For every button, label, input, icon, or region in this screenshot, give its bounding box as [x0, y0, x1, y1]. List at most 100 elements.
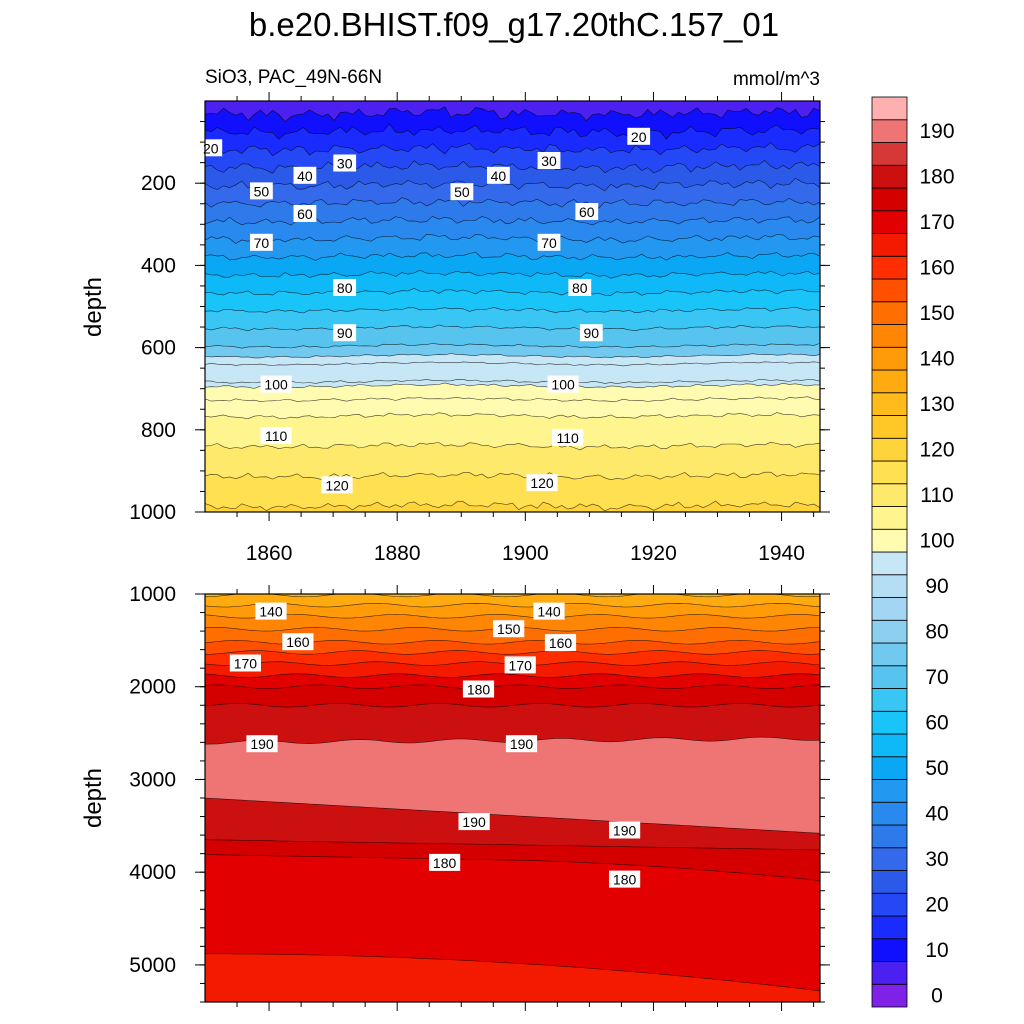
- contour-label-bg: [333, 324, 357, 342]
- upper-band-120: [205, 501, 820, 512]
- colorbar-tick-label: 30: [925, 848, 948, 871]
- contour-label-bg: [260, 427, 292, 444]
- contour-label: 90: [579, 324, 603, 342]
- contour-label-bg: [260, 375, 292, 393]
- contour-label-bg: [579, 324, 603, 342]
- contour-label: 160: [544, 634, 577, 652]
- colorbar-tick-label: 70: [925, 666, 948, 689]
- colorbar-swatch: [871, 528, 908, 553]
- lower-panel-axes: 1000 2000 3000 4000 5000: [129, 583, 830, 1011]
- lower-contour-line: [204, 602, 821, 608]
- upper-contour-line: [204, 106, 821, 123]
- lower-panel-fill: [205, 594, 820, 1002]
- colorbar-swatch: [871, 961, 908, 985]
- contour-label-bg: [458, 813, 490, 831]
- colorbar-swatch: [871, 870, 908, 894]
- colorbar-swatch: [871, 142, 908, 166]
- lower-band-190: [205, 737, 820, 834]
- colorbar-swatch: [871, 437, 908, 462]
- colorbar-tick-label: 20: [925, 894, 948, 917]
- contour-label: 140: [533, 602, 565, 620]
- contour-label: 170: [229, 654, 261, 672]
- upper-contour-line: [204, 382, 820, 389]
- colorbar-tick-label: 130: [919, 393, 954, 416]
- colorbar-swatch: [871, 506, 908, 530]
- colorbar-swatch: [871, 824, 908, 849]
- contour-label-text: 30: [337, 156, 353, 172]
- contour-label-bg: [537, 233, 561, 251]
- x-tick-label: 1880: [374, 542, 421, 565]
- contour-label: 60: [293, 205, 317, 222]
- colorbar-swatch: [871, 483, 908, 507]
- contour-label-text: 190: [510, 736, 534, 752]
- x-tick-label: 1900: [502, 542, 549, 565]
- contour-label: 50: [450, 183, 474, 201]
- contour-label-text: 160: [286, 634, 310, 650]
- colorbar-tick-label: 180: [919, 166, 954, 189]
- contour-label-text: 190: [462, 814, 486, 830]
- contour-label-text: 120: [530, 475, 554, 491]
- contour-label: 110: [552, 429, 584, 446]
- colorbar-tick-label: 10: [925, 939, 948, 962]
- upper-contour-line: [204, 269, 821, 279]
- contour-label: 100: [260, 375, 292, 393]
- contour-label-text: 190: [613, 823, 637, 839]
- contour-label-text: 170: [509, 657, 533, 673]
- lower-band-165: [205, 953, 820, 1002]
- contour-label: 40: [487, 166, 510, 184]
- colorbar-swatch: [871, 756, 908, 780]
- colorbar-swatch: [871, 938, 908, 962]
- colorbar-swatch: [871, 915, 908, 940]
- contour-label-text: 150: [497, 621, 521, 637]
- chart-title: b.e20.BHIST.f09_g17.20thC.157_01: [249, 6, 779, 43]
- contour-label-text: 70: [254, 235, 270, 251]
- colorbar-swatch: [871, 324, 908, 348]
- upper-contour-line: [204, 197, 821, 209]
- upper-contour-line: [204, 471, 821, 481]
- colorbar-tick-label: 140: [919, 348, 954, 371]
- contour-label-bg: [487, 166, 510, 184]
- contour-label-text: 160: [549, 635, 573, 651]
- contour-label: 180: [609, 870, 641, 888]
- colorbar-swatch: [871, 187, 908, 212]
- contour-label-bg: [462, 680, 495, 698]
- contour-label-text: 80: [572, 280, 588, 296]
- lower-contour-line: [204, 839, 821, 851]
- contour-label-bg: [282, 633, 314, 651]
- contour-label-text: 110: [556, 430, 579, 446]
- units-label: mmol/m^3: [733, 69, 820, 90]
- contour-label-bg: [293, 205, 317, 222]
- contour-label-bg: [250, 233, 273, 251]
- contour-label-text: 120: [325, 477, 349, 493]
- contour-label-text: 90: [584, 325, 600, 341]
- colorbar-swatch: [871, 597, 908, 621]
- colorbar: 0 10 20 30 40 50 60 70 80 90 100 110 120 130 140 150 160…: [871, 96, 955, 1008]
- colorbar-swatch: [871, 551, 908, 576]
- contour-label: 190: [246, 735, 278, 753]
- y-tick-label: 3000: [129, 768, 176, 791]
- upper-ylabel: depth: [80, 277, 107, 337]
- colorbar-swatch: [871, 574, 908, 598]
- contour-label-bg: [333, 279, 357, 296]
- contour-label-text: 30: [541, 153, 557, 169]
- contour-label-bg: [505, 735, 538, 753]
- contour-label-bg: [552, 429, 584, 446]
- contour-label: 80: [568, 279, 592, 296]
- contour-label: 110: [260, 427, 292, 444]
- colorbar-swatch: [871, 460, 908, 485]
- upper-panel-axes: 1860 1880 1900 1920 1940 200 400 600 800 1000: [129, 92, 830, 565]
- colorbar-swatch: [871, 278, 908, 303]
- colorbar-tick-label: 150: [919, 302, 954, 325]
- contour-label-bg: [333, 154, 357, 172]
- y-tick-label: 800: [141, 419, 176, 442]
- contour-label-bg: [293, 166, 317, 184]
- lower-contour-line: [204, 614, 821, 619]
- contour-label: 30: [333, 154, 357, 172]
- contour-label-bg: [255, 602, 287, 620]
- contour-label-text: 190: [250, 736, 274, 752]
- contour-label: 190: [505, 735, 538, 753]
- colorbar-swatch: [871, 233, 908, 257]
- contour-label-bg: [246, 735, 278, 753]
- x-tick-label: 1920: [630, 542, 677, 565]
